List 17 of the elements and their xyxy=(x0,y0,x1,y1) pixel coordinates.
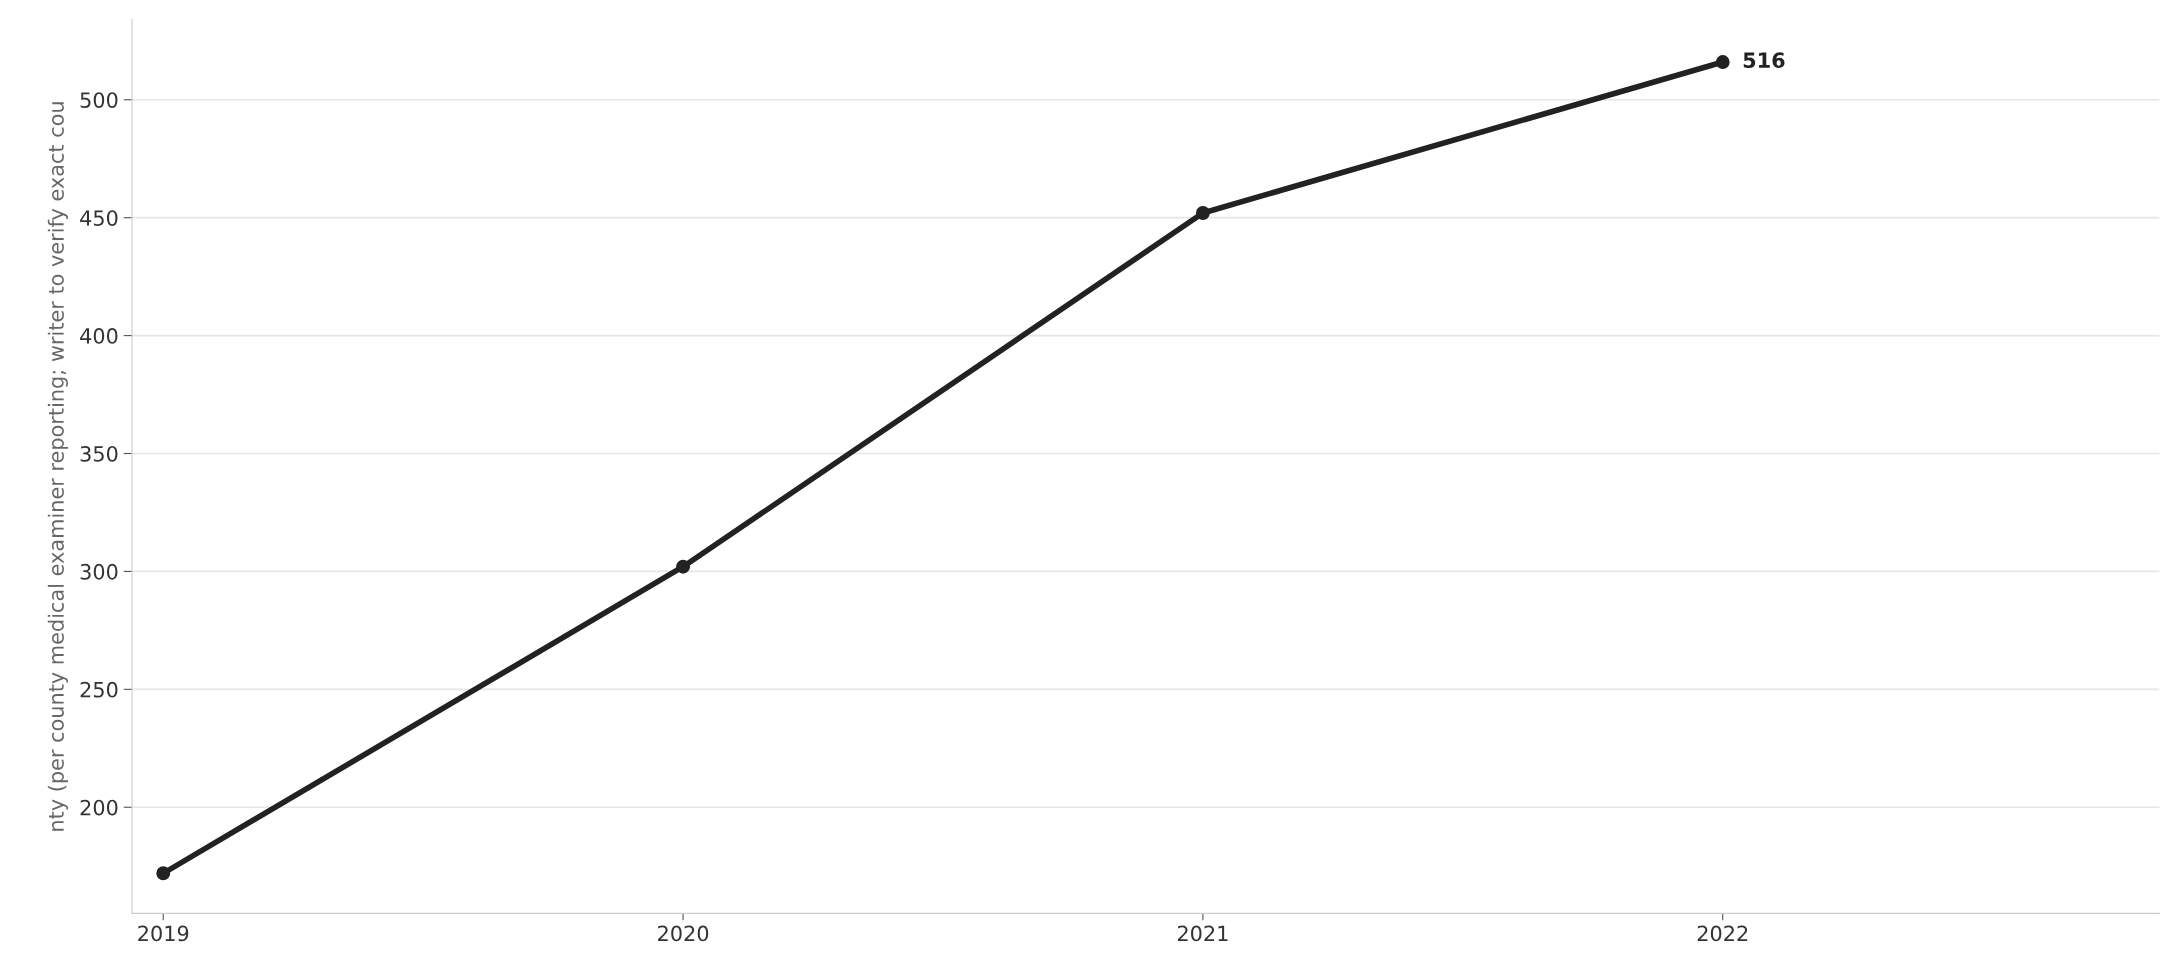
point xyxy=(156,866,171,881)
y-tick-label: 500 xyxy=(80,92,118,108)
point xyxy=(1195,206,1210,220)
y-axis-title: nty (per county medical examiner reporting; writer to verify exact cou xyxy=(47,102,68,831)
x-tick-label: 2020 xyxy=(658,925,709,942)
point xyxy=(1715,55,1730,69)
data-label: 516 xyxy=(1743,52,1785,69)
y-tick-label: 400 xyxy=(80,328,118,344)
y-tick-label: 250 xyxy=(80,681,118,698)
y-tick-label: 200 xyxy=(80,799,118,816)
y-tick-label: 350 xyxy=(80,445,118,462)
x-tick-label: 2022 xyxy=(1697,925,1748,942)
y-tick-label: 300 xyxy=(80,563,118,580)
x-tick-label: 2019 xyxy=(138,925,189,942)
x-tick-label: 2021 xyxy=(1177,925,1228,942)
point xyxy=(676,559,691,574)
y-tick-label: 450 xyxy=(80,210,118,226)
